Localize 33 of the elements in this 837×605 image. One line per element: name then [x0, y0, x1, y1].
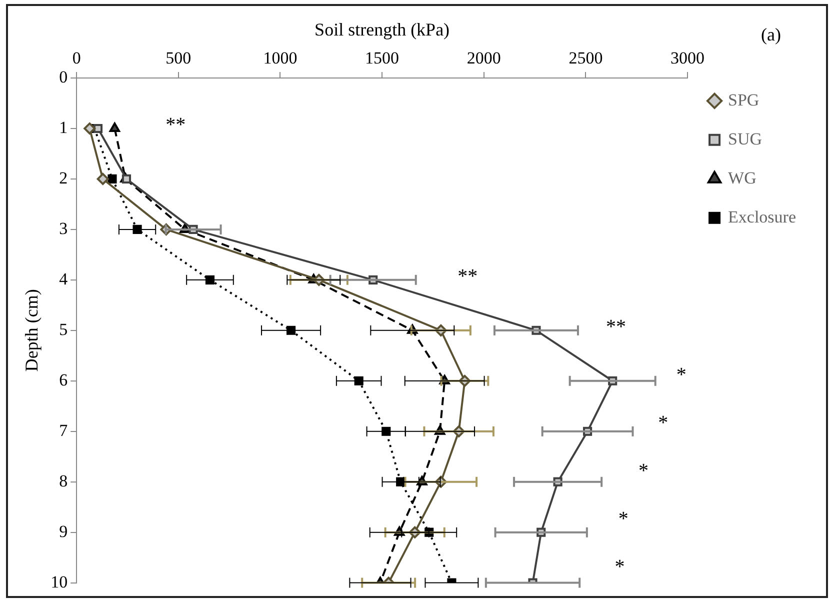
text: (a)	[761, 24, 781, 45]
y-tick-label: 10	[50, 572, 68, 592]
y-tick-label: 7	[59, 420, 68, 440]
y-tick-label: 4	[59, 269, 68, 288]
annotation: *	[638, 460, 649, 482]
x-tick-label: 0	[72, 48, 81, 68]
annotation: *	[658, 412, 668, 434]
y-tick-label: 2	[59, 168, 68, 188]
legend-label: SUG	[728, 129, 762, 148]
x-tick-label: 2500	[568, 48, 603, 68]
y-axis-title: Depth (cm)	[22, 289, 42, 372]
x-tick-label: 1500	[365, 48, 400, 68]
annotation: *	[676, 364, 686, 386]
annotation: **	[458, 266, 478, 288]
y-tick-label: 0	[59, 67, 68, 86]
legend-label: SPG	[728, 90, 760, 110]
y-tick-label: 5	[59, 320, 68, 339]
legend-label: Exclosure	[728, 207, 796, 226]
y-tick-label: 6	[59, 370, 68, 390]
y-tick-label: 3	[59, 218, 68, 238]
y-tick-label: 1	[59, 118, 68, 137]
x-axis-title: Soil strength (kPa)	[314, 20, 450, 40]
legend-label: WG	[728, 168, 756, 188]
x-tick-label: 500	[166, 48, 192, 68]
y-tick-label: 8	[59, 471, 68, 490]
y-tick-label: 9	[59, 522, 68, 541]
x-tick-label: 2000	[466, 48, 501, 68]
x-tick-label: 1000	[263, 48, 298, 68]
annotation: **	[166, 114, 186, 136]
x-tick-label: 3000	[670, 48, 705, 68]
annotation: **	[606, 316, 626, 338]
annotation: *	[618, 508, 628, 530]
annotation: *	[614, 556, 625, 578]
